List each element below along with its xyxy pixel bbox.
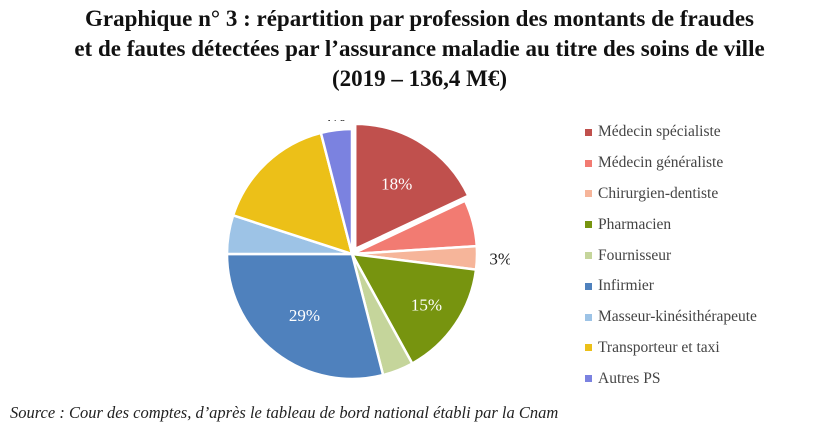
pie-slice-9 [319, 127, 354, 255]
legend-swatch [585, 282, 592, 290]
chart-title-line-3: (2019 – 136,4 M€) [331, 66, 508, 91]
legend-item-2: Médecin généraliste [585, 148, 757, 179]
source-note: Source : Cour des comptes, d’après le ta… [10, 403, 559, 422]
legend-item-7: Masseur-kinésithérapeute [585, 302, 757, 333]
pie-data-label-3: 3% [489, 250, 510, 269]
legend-swatch [585, 375, 592, 383]
legend-label: Transporteur et taxi [598, 338, 720, 356]
legend-label: Autres PS [598, 369, 661, 387]
pie-slice-4 [349, 252, 478, 366]
pie-slice-1 [353, 122, 470, 251]
pie-data-label-6: 29% [289, 306, 320, 325]
legend-label: Masseur-kinésithérapeute [598, 308, 757, 326]
legend-label: Médecin spécialiste [598, 123, 721, 141]
pie-data-label-1: 18% [381, 174, 412, 193]
legend-label: Chirurgien-dentiste [598, 184, 719, 202]
legend-swatch [585, 190, 592, 198]
pie-slice-6 [225, 252, 385, 381]
legend-swatch [585, 313, 592, 321]
pie-chart: 18% 3% 15% 29% 4% [225, 120, 510, 381]
legend-item-8: Transporteur et taxi [585, 333, 757, 364]
legend-item-9: Autres PS [585, 363, 757, 394]
pie-data-label-4: 15% [411, 296, 442, 315]
legend-label: Pharmacien [598, 215, 672, 233]
legend-item-1: Médecin spécialiste [585, 117, 757, 148]
legend-swatch [585, 252, 592, 260]
pie-slice-8 [231, 131, 354, 256]
chart-legend: Médecin spécialiste Médecin généraliste Ch… [585, 117, 757, 394]
legend-swatch [585, 159, 592, 167]
legend-item-6: Infirmier [585, 271, 757, 302]
legend-swatch [585, 344, 592, 352]
pie-data-label-9: 4% [323, 120, 346, 125]
legend-item-4: Pharmacien [585, 209, 757, 240]
legend-label: Infirmier [598, 277, 654, 295]
legend-swatch [585, 128, 592, 136]
chart-title-line-1: Graphique n° 3 : répartition par profess… [84, 6, 754, 31]
legend-swatch [585, 221, 592, 229]
legend-item-3: Chirurgien-dentiste [585, 179, 757, 210]
chart-title-line-2: et de fautes détectées par l’assurance m… [74, 36, 765, 61]
legend-label: Fournisseur [598, 246, 672, 264]
legend-item-5: Fournisseur [585, 240, 757, 271]
legend-label: Médecin généraliste [598, 154, 724, 172]
chart-title: Graphique n° 3 : répartition par profess… [0, 4, 839, 94]
